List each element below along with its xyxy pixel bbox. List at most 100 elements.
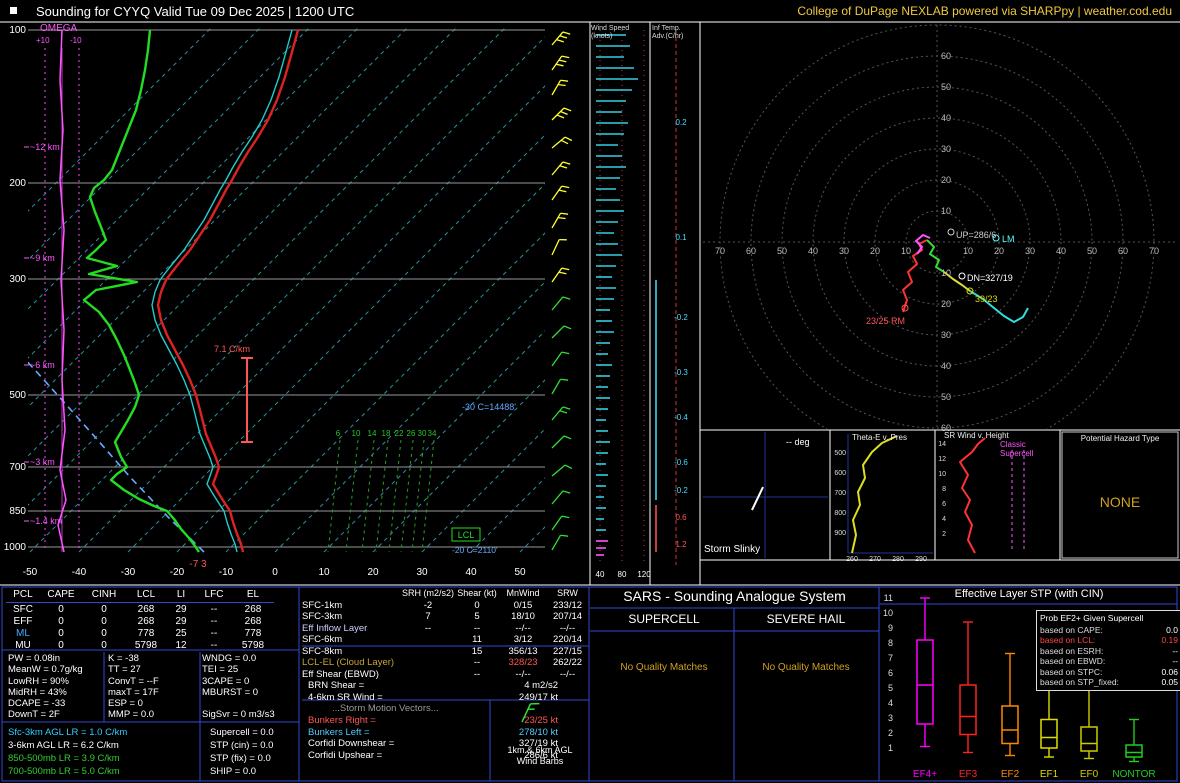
kinematics-header: MnWind bbox=[506, 588, 540, 598]
wind-barb bbox=[551, 136, 573, 149]
hodo-ring-label: 50 bbox=[941, 82, 951, 92]
barb-tick bbox=[560, 139, 569, 145]
hodo-ring bbox=[843, 148, 1031, 336]
mixing-ratio-line bbox=[411, 439, 425, 553]
isotherm bbox=[28, 28, 506, 506]
hodo-ring-label: 70 bbox=[1149, 246, 1159, 256]
stp-category-label: EF3 bbox=[959, 769, 978, 780]
stat-line: MMP = 0.0 bbox=[108, 709, 155, 721]
isotherm bbox=[372, 379, 545, 553]
kinematics-summary-label: Corfidi Downshear = bbox=[308, 738, 395, 749]
barb-staff bbox=[551, 31, 564, 46]
height-label: ~9 km bbox=[30, 253, 55, 263]
pressure-label: 1000 bbox=[4, 542, 27, 553]
kinematics-summary-row: Bunkers Right = 23/25 kt bbox=[308, 715, 558, 727]
parcel-cell: 0 bbox=[58, 628, 64, 639]
isotherm bbox=[519, 526, 545, 553]
hodo-ring-label: 20 bbox=[870, 246, 880, 256]
pressure-label: 500 bbox=[9, 390, 26, 401]
kinematics-cell bbox=[402, 646, 454, 658]
stat-line: TEI = 25 bbox=[202, 664, 239, 676]
mixing-ratio-line bbox=[345, 439, 359, 553]
hodo-marker-label: LM bbox=[1002, 234, 1015, 244]
kinematics-header: SRH (m2/s2) bbox=[402, 588, 455, 598]
stp-y-tick: 7 bbox=[888, 653, 893, 663]
hazard-box bbox=[1061, 431, 1179, 559]
temperature-tick: -50 bbox=[23, 567, 38, 578]
barb-tick bbox=[560, 378, 569, 381]
kinematics-cell: 328/23 bbox=[508, 657, 538, 668]
wind-barb bbox=[551, 107, 572, 121]
kinematics-row-label: SFC-8km bbox=[302, 645, 343, 657]
stp-legend-title: Prob EF2+ Given Supercell bbox=[1040, 613, 1144, 623]
parcel-cell: 0 bbox=[101, 604, 107, 615]
hodo-marker-label: DN=327/19 bbox=[967, 273, 1013, 283]
windspeed-tick: 120 bbox=[637, 570, 651, 579]
parcel-table-header: LFC bbox=[196, 589, 232, 603]
kinematics-summary-row: BRN Shear = 4 m2/s2 bbox=[308, 680, 558, 692]
hodo-ring-label: 30 bbox=[941, 330, 951, 340]
kinematics-cell: 0 bbox=[474, 599, 480, 611]
isotherm bbox=[176, 183, 545, 553]
parcel-cell: 5798 bbox=[134, 640, 158, 651]
isotherm bbox=[28, 28, 408, 408]
kinematics-cell: 262/22 bbox=[552, 657, 583, 668]
stat-line: SigSvr = 0 m3/s3 bbox=[202, 709, 275, 721]
lapse-rate-line: 700-500mb LR = 5.0 C/km bbox=[8, 766, 120, 777]
kinematics-summary-value: 23/25 kt bbox=[524, 715, 558, 726]
isotherm bbox=[29, 36, 545, 553]
sars-supercell-header[interactable]: SUPERCELL bbox=[628, 612, 700, 626]
kinematics-cell: 207/14 bbox=[552, 611, 583, 622]
stp-legend-value: 0.0 bbox=[1166, 624, 1178, 635]
barb-tick bbox=[562, 161, 571, 165]
hodo-ring-label: 60 bbox=[941, 423, 951, 433]
stat-line: 3CAPE = 0 bbox=[202, 675, 250, 687]
hazard-panel-title: Potential Hazard Type bbox=[1080, 434, 1160, 443]
barb-staff bbox=[551, 351, 563, 367]
kinematics-cell: -2 bbox=[423, 599, 433, 611]
stp-y-tick: 3 bbox=[888, 713, 893, 723]
barb-tick bbox=[563, 435, 572, 440]
mixing-ratio-line bbox=[421, 439, 435, 553]
kinematics-summary-value: 4 m2/s2 bbox=[524, 680, 558, 691]
barb-tick bbox=[555, 63, 564, 67]
wind-speed-panel-title: Wind Speed (knots) bbox=[591, 25, 630, 40]
srwind-height-label: 10 bbox=[938, 471, 946, 478]
kinematics-row-label: Eff Shear (EBWD) bbox=[302, 668, 379, 680]
temperature-tick: 0 bbox=[272, 567, 278, 578]
hodo-ring bbox=[750, 55, 1124, 429]
stat-line: MidRH = 43% bbox=[8, 686, 67, 698]
storm-slinky-degrees: -- deg bbox=[786, 437, 810, 447]
stp-y-tick: 1 bbox=[888, 743, 893, 753]
storm-motion-vectors-label: ...Storm Motion Vectors... bbox=[332, 703, 439, 714]
hodo-trace bbox=[902, 239, 928, 313]
temperature-tick: -10 bbox=[219, 567, 234, 578]
mixing-ratio-line bbox=[375, 439, 389, 553]
kinematics-cell: 18/10 bbox=[511, 611, 535, 622]
kinematics-cell: --/-- bbox=[559, 622, 576, 634]
composite-index-line: Supercell = 0.0 bbox=[210, 727, 274, 738]
isotherm bbox=[323, 330, 545, 553]
parcel-table-header: EL bbox=[232, 589, 274, 603]
credit-link[interactable]: College of DuPage NEXLAB powered via SHA… bbox=[797, 4, 1172, 18]
sars-hail-header[interactable]: SEVERE HAIL bbox=[766, 612, 846, 626]
kinematics-summary-label: BRN Shear = bbox=[308, 680, 365, 691]
stp-legend-label: based on ESRH: bbox=[1040, 645, 1104, 656]
sars-supercell-matches: No Quality Matches bbox=[620, 662, 708, 673]
barb-staff bbox=[551, 325, 565, 339]
kinematics-cell: 11 bbox=[472, 634, 482, 645]
hodo-ring-label: 40 bbox=[941, 361, 951, 371]
temperature-tick: -40 bbox=[72, 567, 87, 578]
isotherm bbox=[28, 28, 212, 212]
hodo-ring-label: 60 bbox=[941, 51, 951, 61]
stp-y-tick: 5 bbox=[888, 683, 893, 693]
stp-box bbox=[1001, 705, 1019, 745]
kinematics-cell bbox=[402, 634, 454, 646]
isotherm bbox=[28, 28, 310, 310]
isotherm bbox=[470, 477, 545, 553]
stat-line: DownT = 2F bbox=[8, 709, 60, 721]
hodo-ring-label: 30 bbox=[941, 144, 951, 154]
barb-tick bbox=[558, 189, 567, 193]
isotherm bbox=[127, 134, 545, 553]
hodo-ring bbox=[905, 210, 969, 274]
